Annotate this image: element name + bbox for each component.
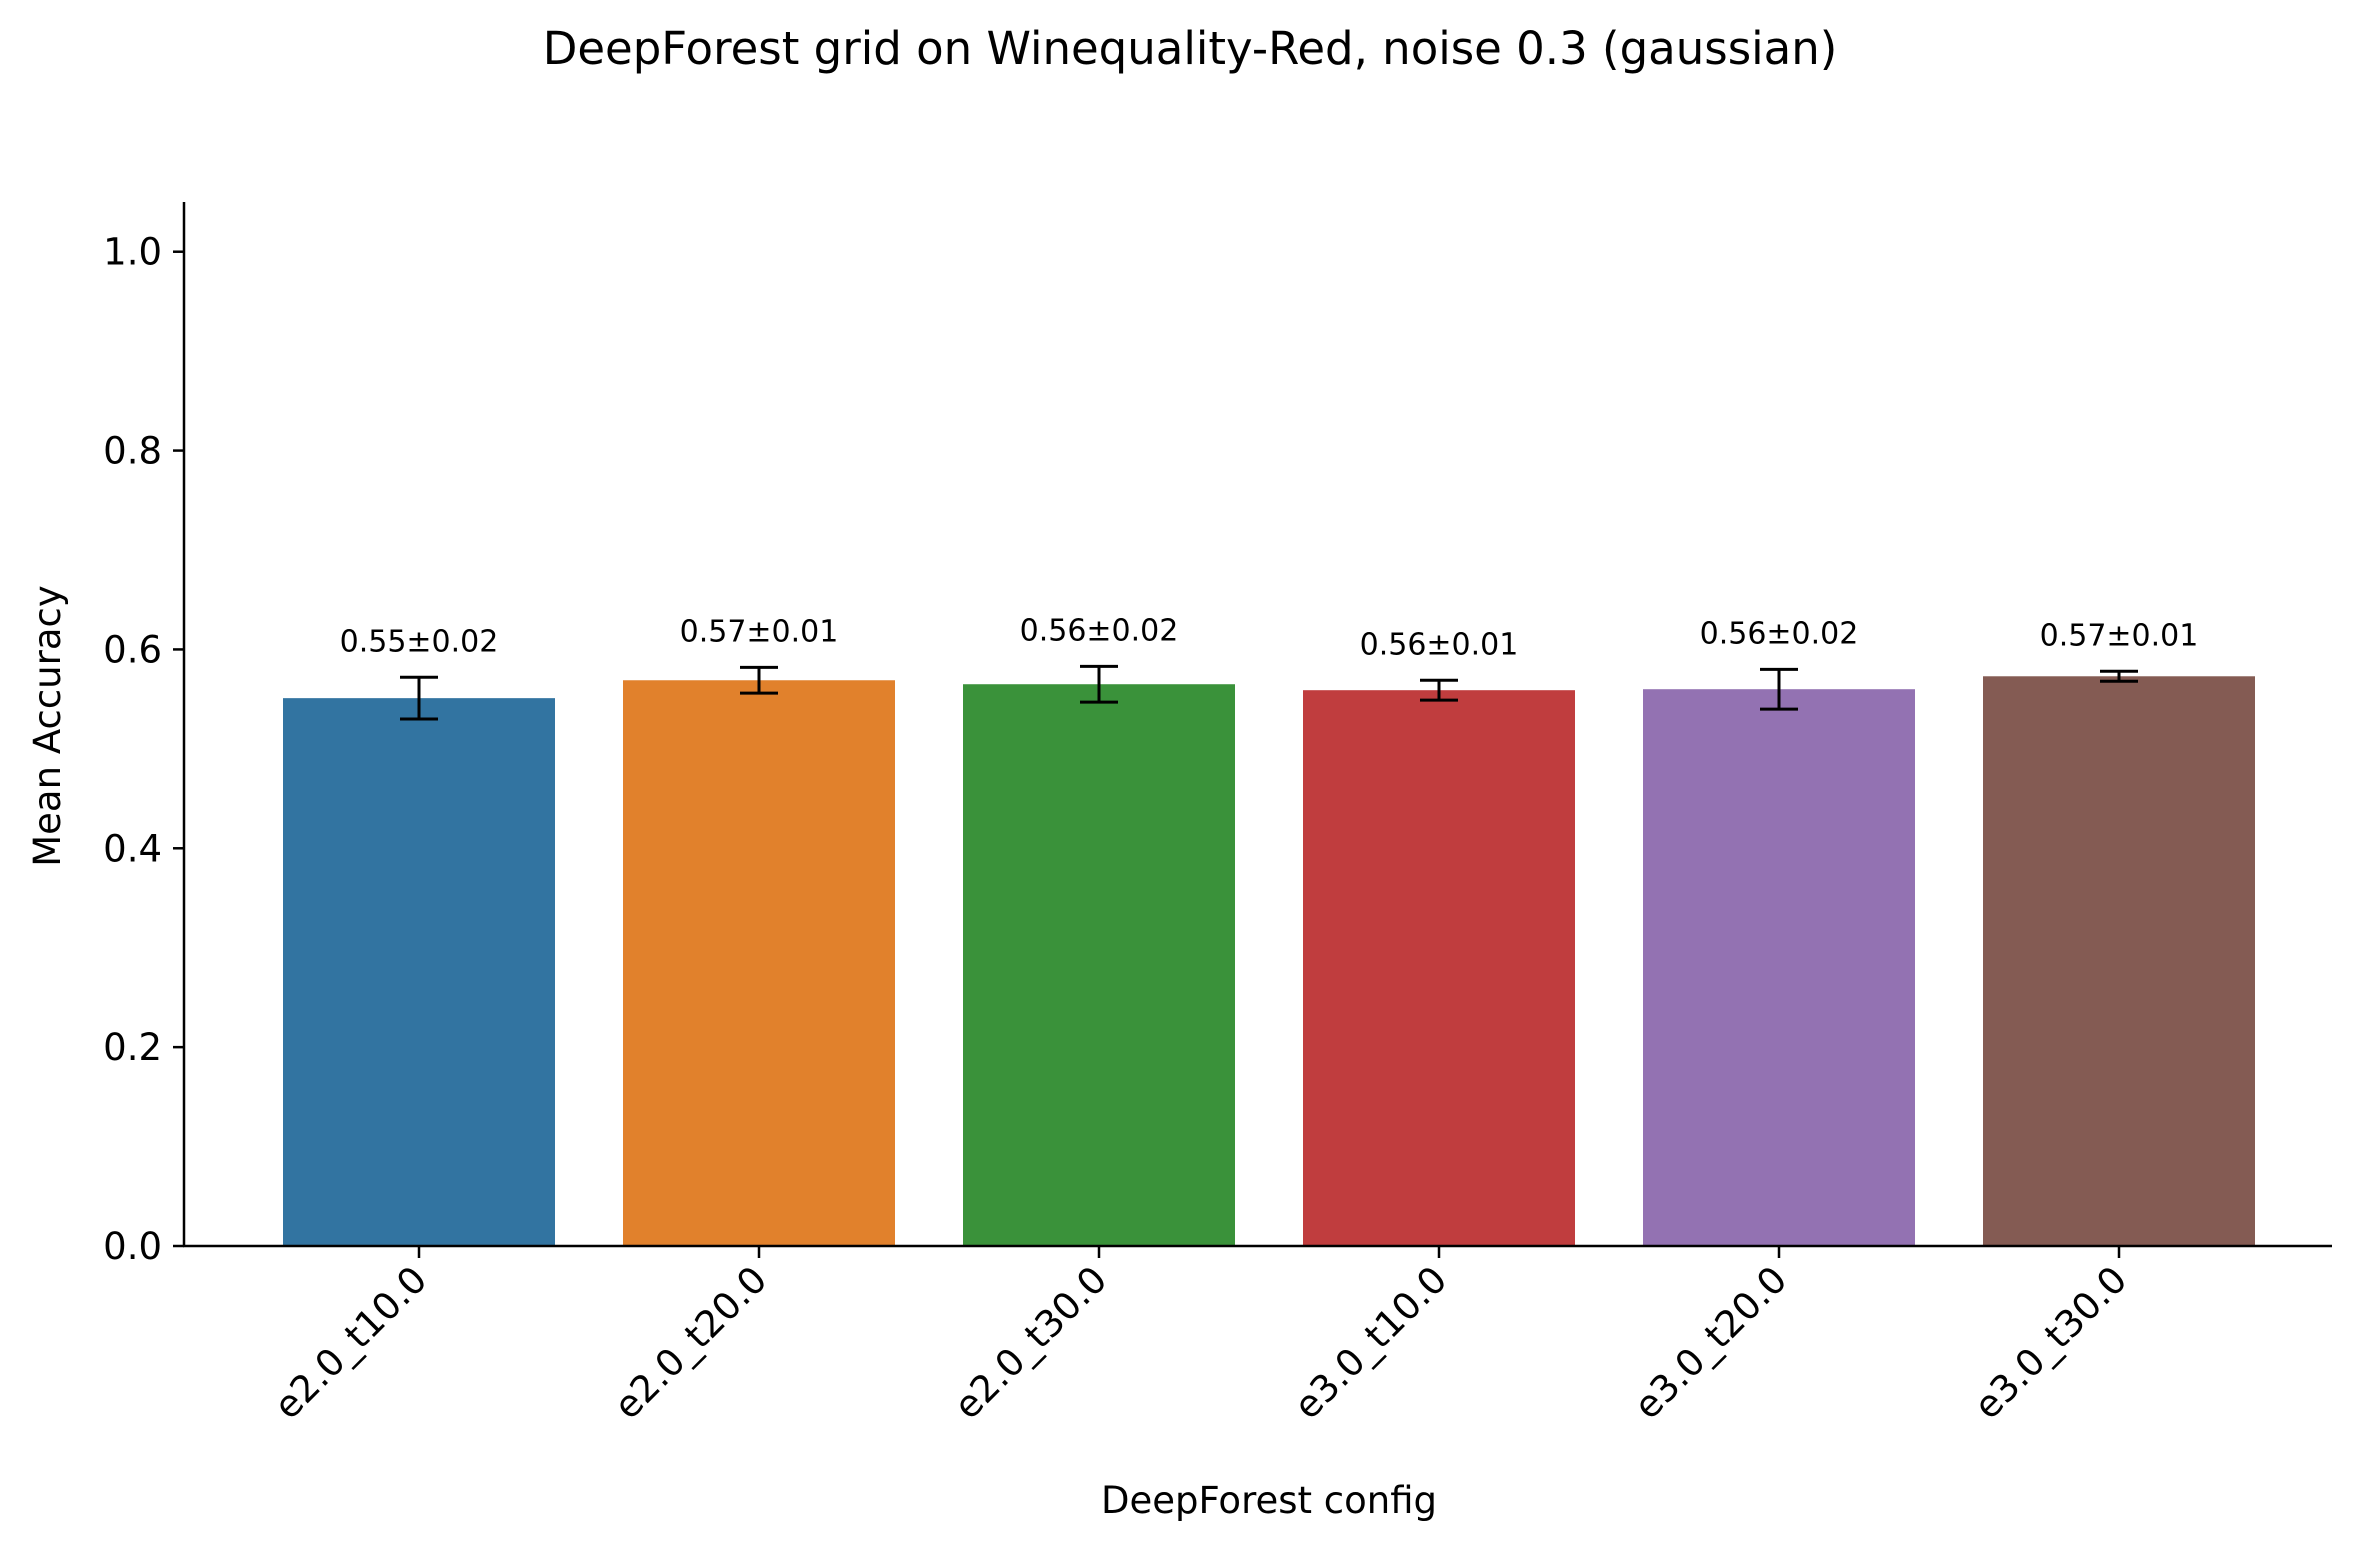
y-tick-label: 0.2 (103, 1026, 162, 1069)
data-label: 0.56±0.02 (1020, 613, 1179, 648)
bar (963, 684, 1235, 1246)
y-tick-label: 0.0 (103, 1225, 162, 1268)
chart-title: DeepForest grid on Winequality-Red, nois… (543, 22, 1838, 75)
x-axis-label: DeepForest config (1101, 1479, 1437, 1522)
y-tick-label: 0.6 (103, 628, 162, 671)
data-label: 0.56±0.02 (1700, 616, 1859, 651)
x-tick-label: e3.0_t30.0 (1966, 1258, 2136, 1428)
y-tick-label: 0.8 (103, 430, 162, 473)
data-labels: 0.55±0.02 0.57±0.01 0.56±0.02 0.56±0.01 0.56… (340, 613, 2199, 662)
bar (1643, 689, 1915, 1246)
bar (623, 680, 895, 1246)
x-tick-label: e2.0_t10.0 (266, 1258, 436, 1428)
data-label: 0.56±0.01 (1360, 627, 1519, 662)
x-axis-ticks: e2.0_t10.0 e2.0_t20.0 e2.0_t30.0 e3.0_t10.0… (266, 1246, 2136, 1428)
y-tick-label: 0.4 (103, 827, 162, 870)
bar (1303, 690, 1575, 1246)
y-axis-label: Mean Accuracy (26, 585, 69, 867)
data-label: 0.55±0.02 (340, 624, 499, 659)
error-bars (400, 664, 2138, 721)
bars (283, 676, 2255, 1246)
y-tick-label: 1.0 (103, 231, 162, 274)
x-tick-label: e2.0_t20.0 (606, 1258, 776, 1428)
x-tick-label: e3.0_t10.0 (1286, 1258, 1456, 1428)
x-tick-label: e2.0_t30.0 (946, 1258, 1116, 1428)
x-tick-label: e3.0_t20.0 (1626, 1258, 1796, 1428)
data-label: 0.57±0.01 (2040, 618, 2199, 653)
data-label: 0.57±0.01 (680, 614, 839, 649)
y-axis-ticks: 0.0 0.2 0.4 0.6 0.8 1.0 (103, 231, 184, 1268)
bar (283, 698, 555, 1246)
bar (1983, 676, 2255, 1246)
